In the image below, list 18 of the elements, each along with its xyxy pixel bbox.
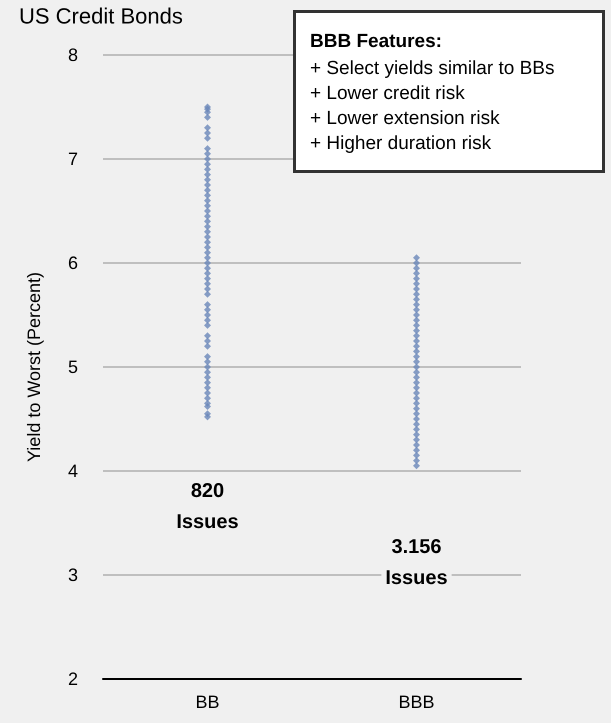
annotation: + Lower extension risk <box>310 107 501 131</box>
y-tick-label: 6 <box>68 253 78 273</box>
y-tick-label: 7 <box>68 149 78 169</box>
annotation: + Select yields similar to BBs <box>310 57 556 81</box>
annotation: 820 Issues <box>176 480 239 533</box>
x-tick-label: BBB <box>398 692 435 712</box>
y-axis-title: Yield to Worst (Percent) <box>24 272 44 462</box>
annotation: + Lower credit risk <box>310 82 466 106</box>
chart-title: US Credit Bonds <box>19 4 183 28</box>
y-tick-label: 8 <box>68 45 78 65</box>
x-tick-label: BB <box>195 692 220 712</box>
text: BBB Features: <box>310 31 442 52</box>
y-tick-label: 4 <box>68 461 78 481</box>
y-tick-label: 2 <box>68 669 78 689</box>
annotation: + Higher duration risk <box>310 132 492 156</box>
annotation: 3.156 Issues <box>385 536 448 590</box>
y-tick-label: 3 <box>68 565 78 585</box>
y-tick-label: 5 <box>68 357 78 377</box>
